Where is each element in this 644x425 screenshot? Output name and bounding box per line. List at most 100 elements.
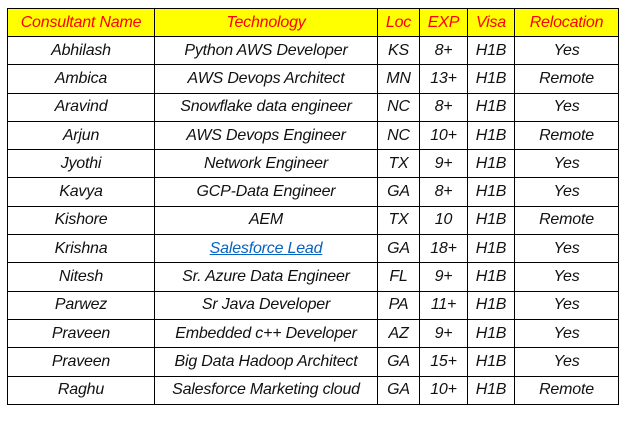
cell-technology: Sr. Azure Data Engineer [154,262,378,292]
cell-relocation: Remote [514,120,619,151]
cell-exp: 18+ [419,234,468,264]
cell-visa: H1B [467,205,515,236]
cell-exp: 10+ [419,120,468,151]
cell-relocation: Yes [514,35,619,66]
cell-relocation: Remote [514,64,619,94]
cell-technology: GCP-Data Engineer [154,177,378,207]
cell-exp: 10 [419,205,468,236]
cell-relocation: Yes [514,262,619,292]
cell-visa: H1B [467,318,515,349]
header-row: Consultant Name Technology Loc EXP Visa … [7,8,619,37]
cell-visa: H1B [467,35,515,66]
table-row: Krishna Salesforce Lead GA 18+ H1B Yes [7,234,619,264]
cell-technology: Salesforce Lead [154,234,378,264]
cell-loc: NC [377,92,420,122]
cell-name: Nitesh [7,262,155,292]
cell-name: Ambica [7,64,155,94]
table-row: Kishore AEM TX 10 H1B Remote [7,205,619,236]
cell-name: Krishna [7,234,155,264]
consultant-table: Consultant Name Technology Loc EXP Visa … [7,8,619,405]
cell-name: Jyothi [7,149,155,179]
cell-visa: H1B [467,64,515,94]
cell-technology: AWS Devops Engineer [154,120,378,151]
cell-exp: 8+ [419,92,468,122]
cell-exp: 11+ [419,290,468,320]
table-row: Aravind Snowflake data engineer NC 8+ H1… [7,92,619,122]
cell-loc: GA [377,234,420,264]
cell-visa: H1B [467,262,515,292]
cell-relocation: Yes [514,177,619,207]
cell-loc: GA [377,177,420,207]
table-row: Nitesh Sr. Azure Data Engineer FL 9+ H1B… [7,262,619,292]
cell-relocation: Remote [514,375,619,405]
cell-exp: 8+ [419,35,468,66]
cell-visa: H1B [467,290,515,320]
table-row: Abhilash Python AWS Developer KS 8+ H1B … [7,35,619,66]
cell-technology: Salesforce Marketing cloud [154,375,378,405]
cell-loc: TX [377,205,420,236]
cell-loc: FL [377,262,420,292]
table-row: Raghu Salesforce Marketing cloud GA 10+ … [7,375,619,405]
cell-technology: Network Engineer [154,149,378,179]
cell-name: Praveen [7,347,155,377]
cell-technology: Snowflake data engineer [154,92,378,122]
cell-name: Raghu [7,375,155,405]
cell-relocation: Yes [514,149,619,179]
cell-technology: AEM [154,205,378,236]
cell-relocation: Yes [514,347,619,377]
cell-loc: KS [377,35,420,66]
table-row: Kavya GCP-Data Engineer GA 8+ H1B Yes [7,177,619,207]
cell-name: Parwez [7,290,155,320]
cell-name: Kishore [7,205,155,236]
cell-name: Kavya [7,177,155,207]
cell-visa: H1B [467,347,515,377]
header-visa: Visa [467,8,515,37]
cell-visa: H1B [467,234,515,264]
cell-visa: H1B [467,92,515,122]
cell-loc: GA [377,347,420,377]
cell-exp: 9+ [419,262,468,292]
header-exp: EXP [419,8,468,37]
cell-exp: 8+ [419,177,468,207]
cell-exp: 10+ [419,375,468,405]
cell-loc: MN [377,64,420,94]
cell-technology: Embedded c++ Developer [154,318,378,349]
table-row: Jyothi Network Engineer TX 9+ H1B Yes [7,149,619,179]
cell-technology: AWS Devops Architect [154,64,378,94]
table-row: Parwez Sr Java Developer PA 11+ H1B Yes [7,290,619,320]
cell-loc: NC [377,120,420,151]
cell-exp: 9+ [419,149,468,179]
cell-visa: H1B [467,149,515,179]
cell-loc: AZ [377,318,420,349]
cell-technology: Big Data Hadoop Architect [154,347,378,377]
cell-relocation: Yes [514,234,619,264]
cell-technology: Sr Java Developer [154,290,378,320]
cell-loc: PA [377,290,420,320]
cell-name: Abhilash [7,35,155,66]
cell-exp: 9+ [419,318,468,349]
cell-visa: H1B [467,177,515,207]
cell-visa: H1B [467,375,515,405]
cell-visa: H1B [467,120,515,151]
table-row: Ambica AWS Devops Architect MN 13+ H1B R… [7,64,619,94]
cell-loc: TX [377,149,420,179]
cell-exp: 15+ [419,347,468,377]
table-row: Arjun AWS Devops Engineer NC 10+ H1B Rem… [7,120,619,151]
cell-relocation: Remote [514,205,619,236]
cell-exp: 13+ [419,64,468,94]
table-row: Praveen Embedded c++ Developer AZ 9+ H1B… [7,318,619,349]
cell-relocation: Yes [514,92,619,122]
cell-technology: Python AWS Developer [154,35,378,66]
cell-name: Arjun [7,120,155,151]
header-technology: Technology [154,8,378,37]
technology-link-salesforce-lead[interactable]: Salesforce Lead [209,239,323,257]
cell-relocation: Yes [514,318,619,349]
header-consultant-name: Consultant Name [7,8,155,37]
header-loc: Loc [377,8,420,37]
cell-name: Praveen [7,318,155,349]
cell-name: Aravind [7,92,155,122]
cell-loc: GA [377,375,420,405]
header-relocation: Relocation [514,8,619,37]
cell-relocation: Yes [514,290,619,320]
table-row: Praveen Big Data Hadoop Architect GA 15+… [7,347,619,377]
